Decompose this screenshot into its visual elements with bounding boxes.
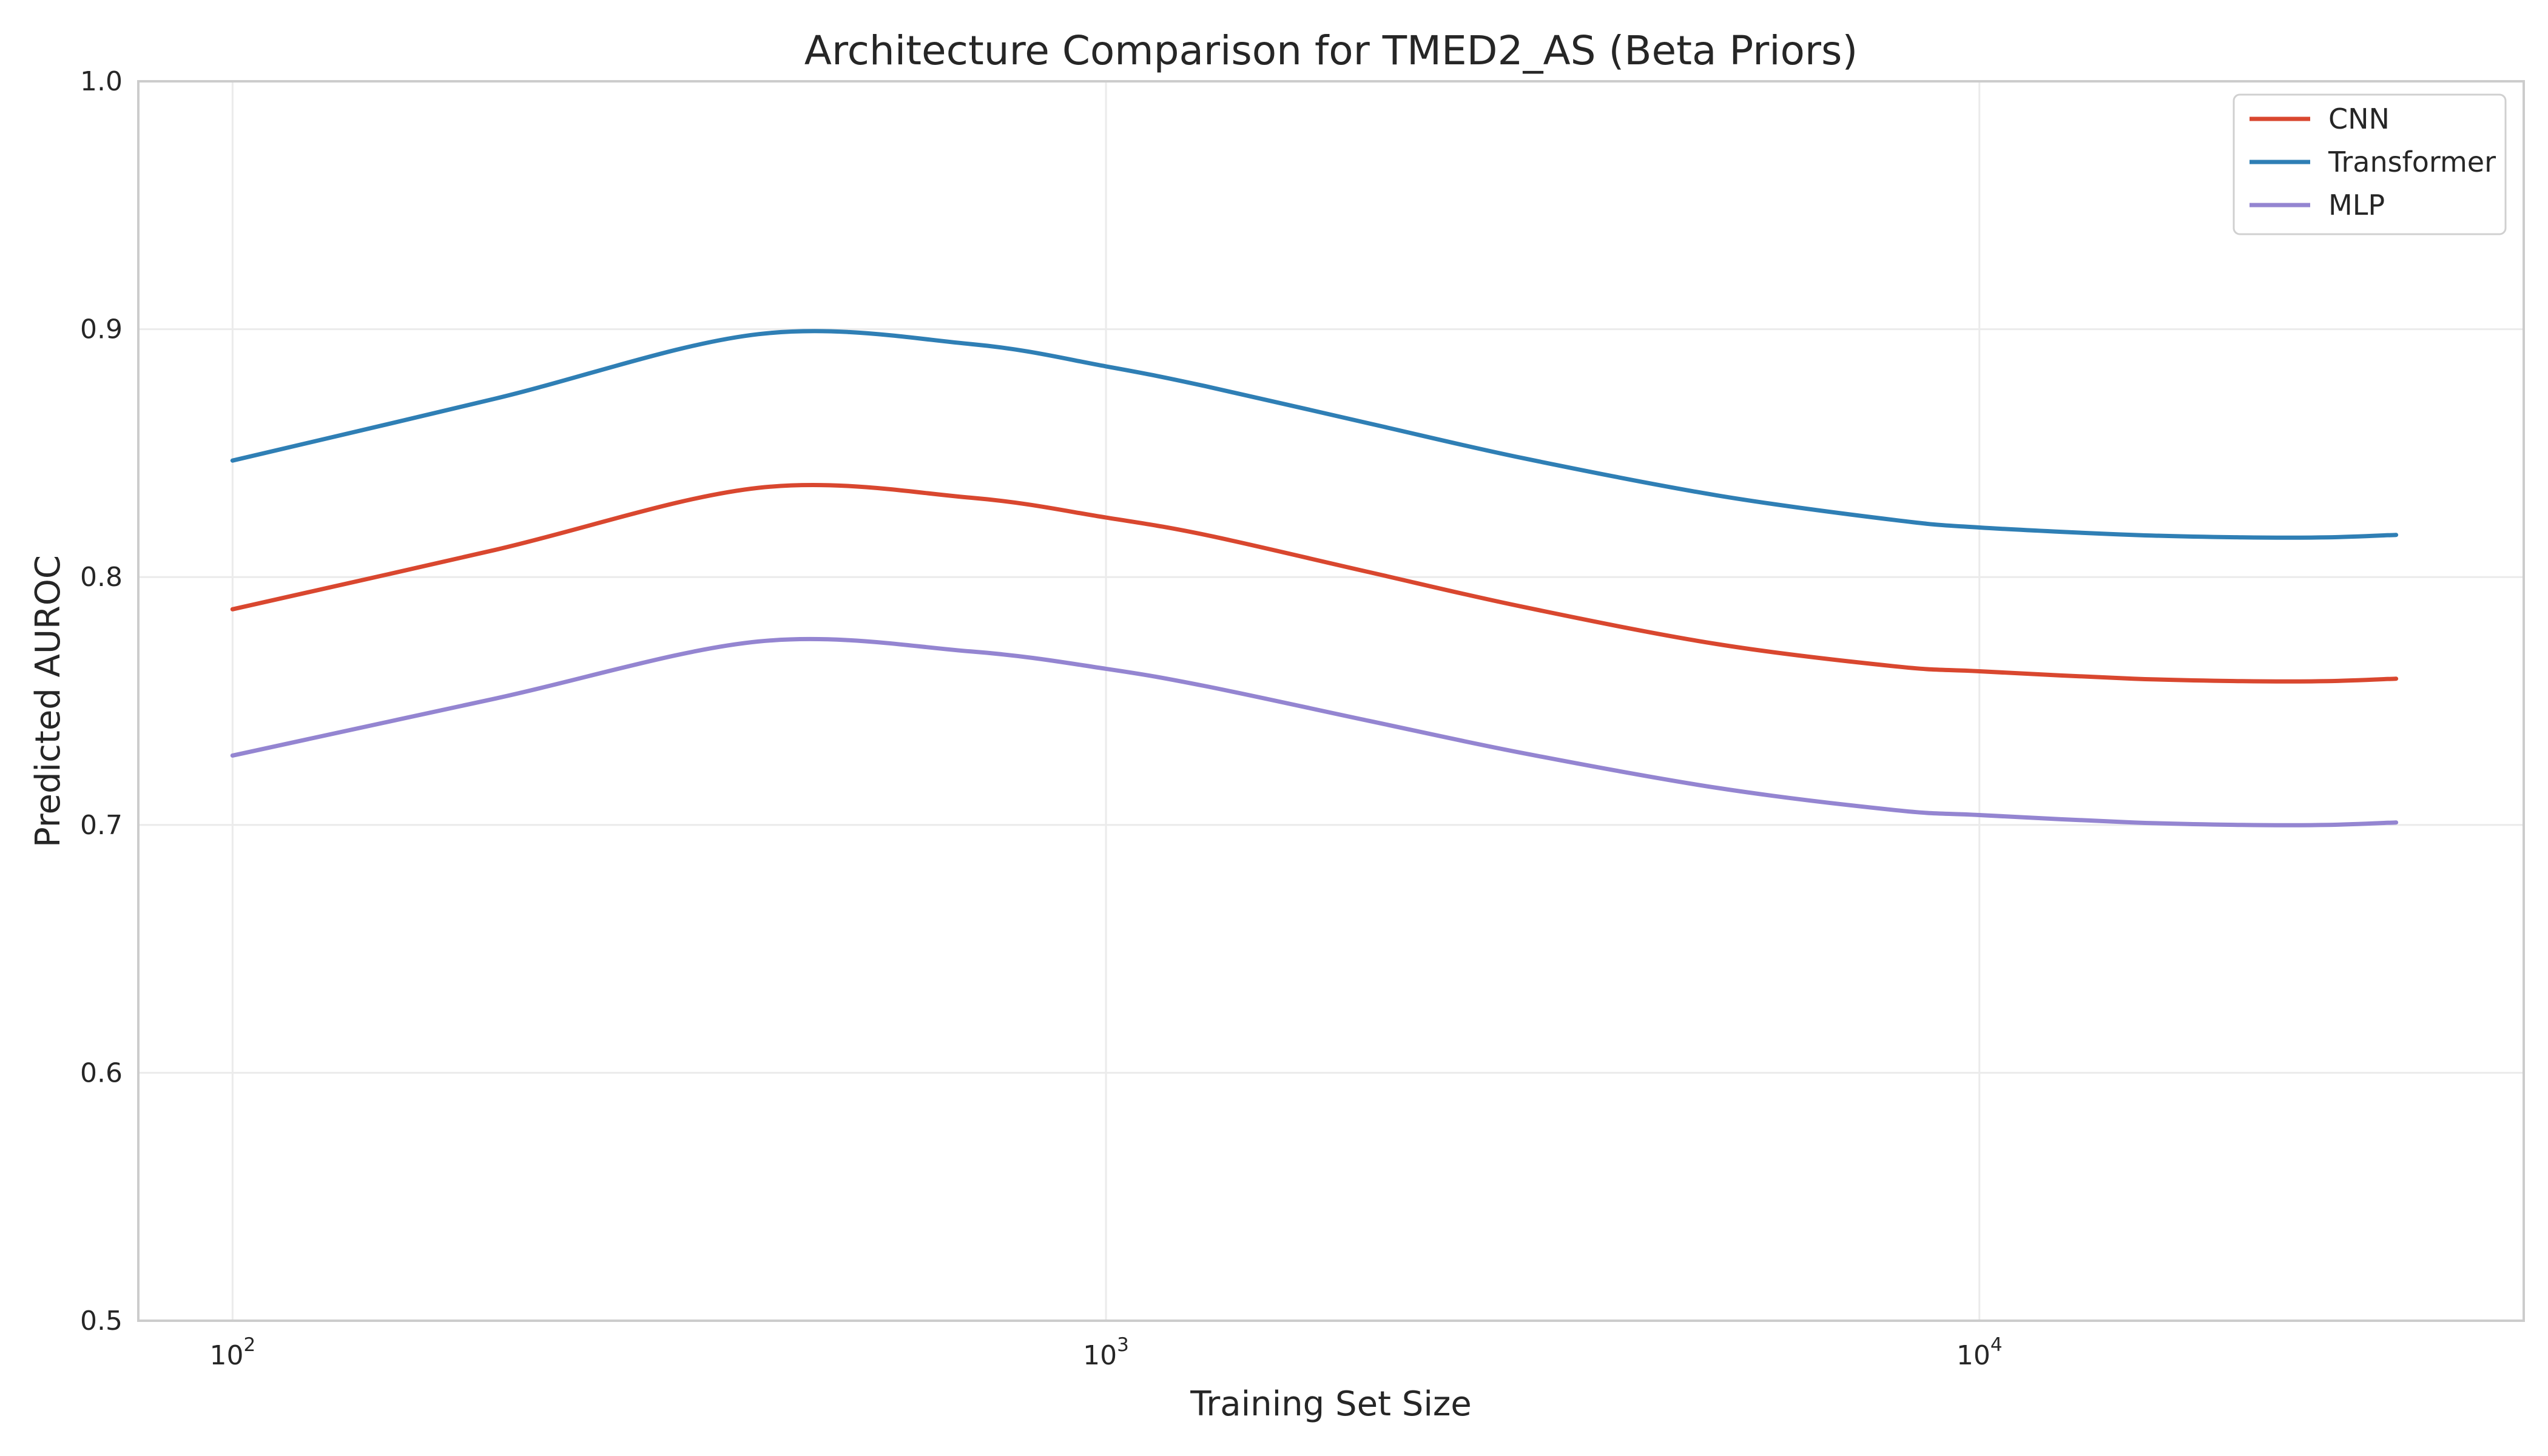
- y-tick-label: 0.6: [80, 1057, 123, 1088]
- x-tick-exponent: 3: [1117, 1334, 1129, 1356]
- x-tick-exponent: 2: [243, 1334, 255, 1356]
- x-tick-label: 102: [209, 1334, 255, 1371]
- y-axis-label: Predicted AUROC: [29, 555, 68, 848]
- chart-title: Architecture Comparison for TMED2_AS (Be…: [804, 27, 1858, 74]
- x-tick-label: 103: [1083, 1334, 1129, 1371]
- y-axis-ticks: 0.5 0.6 0.7 0.8 0.9 1.0: [80, 66, 123, 1336]
- x-tick-base: 10: [1083, 1340, 1117, 1371]
- series-line-cnn: [230, 482, 2399, 684]
- legend-label-transformer: Transformer: [2328, 146, 2496, 178]
- y-tick-label: 1.0: [80, 66, 123, 97]
- legend-box: [2233, 93, 2507, 235]
- y-tick-label: 0.5: [80, 1306, 123, 1336]
- x-tick-label: 104: [1956, 1334, 2003, 1371]
- x-axis-label: Training Set Size: [1190, 1384, 1471, 1424]
- legend: CNN Transformer MLP: [2233, 93, 2507, 235]
- series-line-transformer: [230, 329, 2399, 540]
- y-tick-label: 0.7: [80, 810, 123, 841]
- x-tick-base: 10: [1956, 1340, 1990, 1371]
- x-tick-base: 10: [209, 1340, 243, 1371]
- y-tick-label: 0.9: [80, 314, 123, 345]
- x-axis-ticks: 102 103 104: [209, 1334, 2002, 1371]
- x-tick-exponent: 4: [1990, 1334, 2003, 1356]
- series-lines: [230, 329, 2399, 827]
- y-tick-label: 0.8: [80, 562, 123, 593]
- legend-label-mlp: MLP: [2328, 189, 2385, 221]
- legend-label-cnn: CNN: [2328, 103, 2390, 135]
- series-line-mlp: [230, 636, 2399, 827]
- grid: [138, 80, 2524, 1322]
- plot-frame: [137, 80, 2525, 1322]
